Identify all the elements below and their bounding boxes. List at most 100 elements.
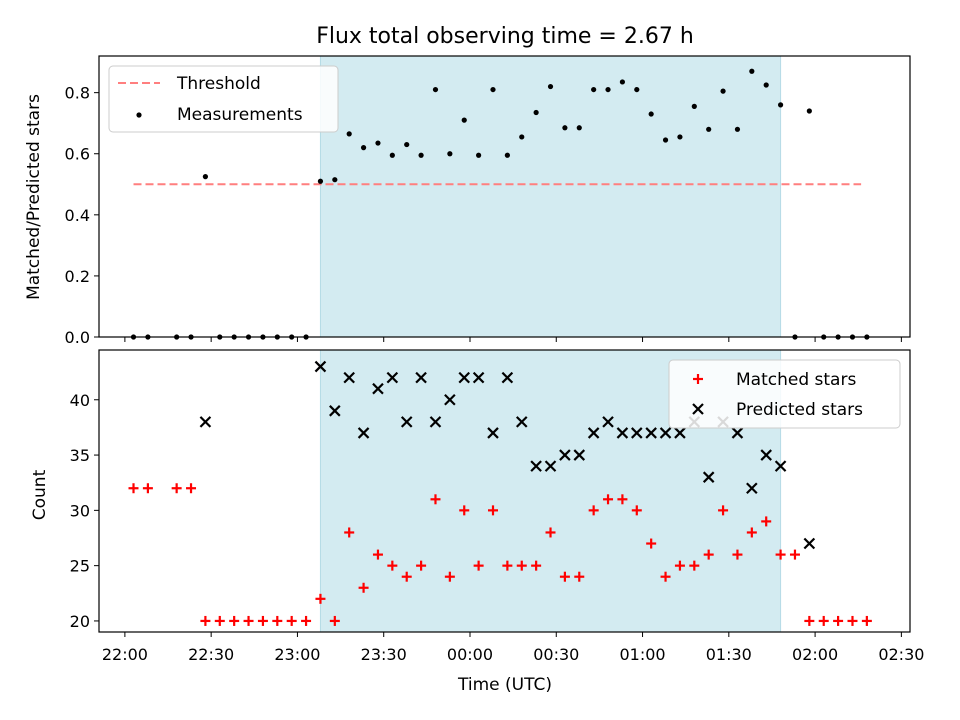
matched-star-points <box>128 483 872 626</box>
predicted-star-point <box>602 416 614 428</box>
matched-star-point <box>861 615 872 626</box>
measurement-point <box>375 140 381 146</box>
x-tick-label: 02:00 <box>792 645 838 664</box>
matched-star-point <box>487 505 498 516</box>
matched-star-point <box>171 483 182 494</box>
matched-star-point <box>243 615 254 626</box>
predicted-star-point <box>616 427 629 439</box>
x-tick-label: 01:00 <box>619 645 665 664</box>
predicted-star-point <box>544 460 557 472</box>
x-tick-label: 02:30 <box>878 645 924 664</box>
top-legend-box <box>108 65 339 133</box>
measurement-point <box>677 134 683 140</box>
matched-star-point <box>416 560 427 571</box>
matched-star-point <box>387 560 398 571</box>
matched-star-point <box>459 505 470 516</box>
legend-threshold-label: Threshold <box>176 74 261 94</box>
predicted-star-point <box>329 405 341 417</box>
matched-star-point <box>574 571 585 582</box>
x-tick-label: 23:30 <box>361 645 407 664</box>
matched-star-point <box>603 494 614 505</box>
matched-star-point <box>401 571 412 582</box>
measurement-point <box>734 126 741 132</box>
bottom-legend: Matched stars Predicted stars <box>668 359 901 429</box>
y-tick-label: 35 <box>70 446 90 465</box>
y-tick-label: 30 <box>70 501 90 520</box>
matched-star-point <box>473 560 484 571</box>
y-tick-label: 0.2 <box>65 267 90 286</box>
measurement-point <box>763 82 769 88</box>
matched-star-point <box>214 615 225 626</box>
predicted-star-point <box>501 371 514 384</box>
measurement-point <box>519 134 525 140</box>
x-tick-label: 00:30 <box>533 645 579 664</box>
matched-star-point <box>703 549 714 560</box>
matched-star-point <box>732 549 743 560</box>
predicted-star-point <box>444 393 456 406</box>
x-tick-label: 22:30 <box>188 645 234 664</box>
measurement-point <box>706 126 712 132</box>
predicted-star-point <box>386 371 399 384</box>
predicted-star-point <box>774 460 787 472</box>
measurement-point <box>332 177 338 183</box>
matched-star-point <box>588 505 599 516</box>
measurement-point <box>619 79 626 85</box>
measurement-point <box>404 141 410 148</box>
measurement-point <box>562 125 568 131</box>
x-tick-label: 01:30 <box>706 645 752 664</box>
matched-star-point <box>272 615 283 626</box>
predicted-star-point <box>731 427 744 439</box>
x-tick-label: 23:00 <box>274 645 320 664</box>
top-plot-frame <box>98 55 911 338</box>
bottom-y-axis-label: Count <box>30 469 50 520</box>
top-x-ticks <box>124 337 902 342</box>
measurement-point <box>749 68 755 74</box>
top-observing-span <box>319 55 782 338</box>
predicted-star-point <box>702 471 715 483</box>
bottom-plot-frame <box>98 349 911 633</box>
matched-star-point <box>617 494 628 505</box>
measurement-point <box>317 178 324 184</box>
measurement-point <box>346 131 352 137</box>
measurement-point <box>461 117 467 123</box>
predicted-star-point <box>515 416 528 428</box>
measurement-point <box>576 125 582 131</box>
matched-star-point <box>430 494 441 505</box>
top-panel: 0.00.20.40.60.8 Matched/Predicted stars … <box>24 55 911 347</box>
matched-star-point <box>718 505 729 516</box>
matched-star-point <box>301 615 312 626</box>
predicted-star-point <box>199 416 212 428</box>
y-tick-label: 0.4 <box>65 206 90 225</box>
bottom-x-ticks: 22:00 22:30 23:00 23:30 00:00 00:30 01:00 01:30… <box>102 632 924 664</box>
predicted-star-point <box>357 427 370 439</box>
predicted-star-point <box>803 537 816 550</box>
y-tick-label: 0.0 <box>65 328 90 347</box>
measurement-point <box>547 83 554 90</box>
matched-star-point <box>689 560 700 571</box>
x-tick-label: 22:00 <box>102 645 148 664</box>
matched-star-point <box>660 571 671 582</box>
y-tick-label: 25 <box>70 557 90 576</box>
predicted-star-point <box>415 371 427 384</box>
matched-star-point <box>804 615 815 626</box>
matched-star-point <box>257 615 268 626</box>
legend-matched-swatch <box>693 374 703 384</box>
matched-star-point <box>516 560 527 571</box>
predicted-star-point <box>530 460 542 472</box>
y-tick-label: 0.8 <box>65 84 90 103</box>
matched-star-point <box>559 571 570 582</box>
predicted-star-point <box>674 427 686 439</box>
matched-star-point <box>775 549 786 560</box>
measurement-point <box>504 152 510 158</box>
matched-star-point <box>128 483 139 494</box>
predicted-star-point <box>372 382 384 395</box>
x-tick-label: 00:00 <box>447 645 493 664</box>
matched-star-point <box>847 615 858 626</box>
bottom-y-ticks: 20 25 30 35 40 <box>70 391 99 631</box>
y-tick-label: 40 <box>70 391 90 410</box>
measurement-point <box>389 152 395 158</box>
y-tick-label: 20 <box>70 612 90 631</box>
matched-star-point <box>746 527 757 538</box>
measurement-point <box>591 86 597 93</box>
